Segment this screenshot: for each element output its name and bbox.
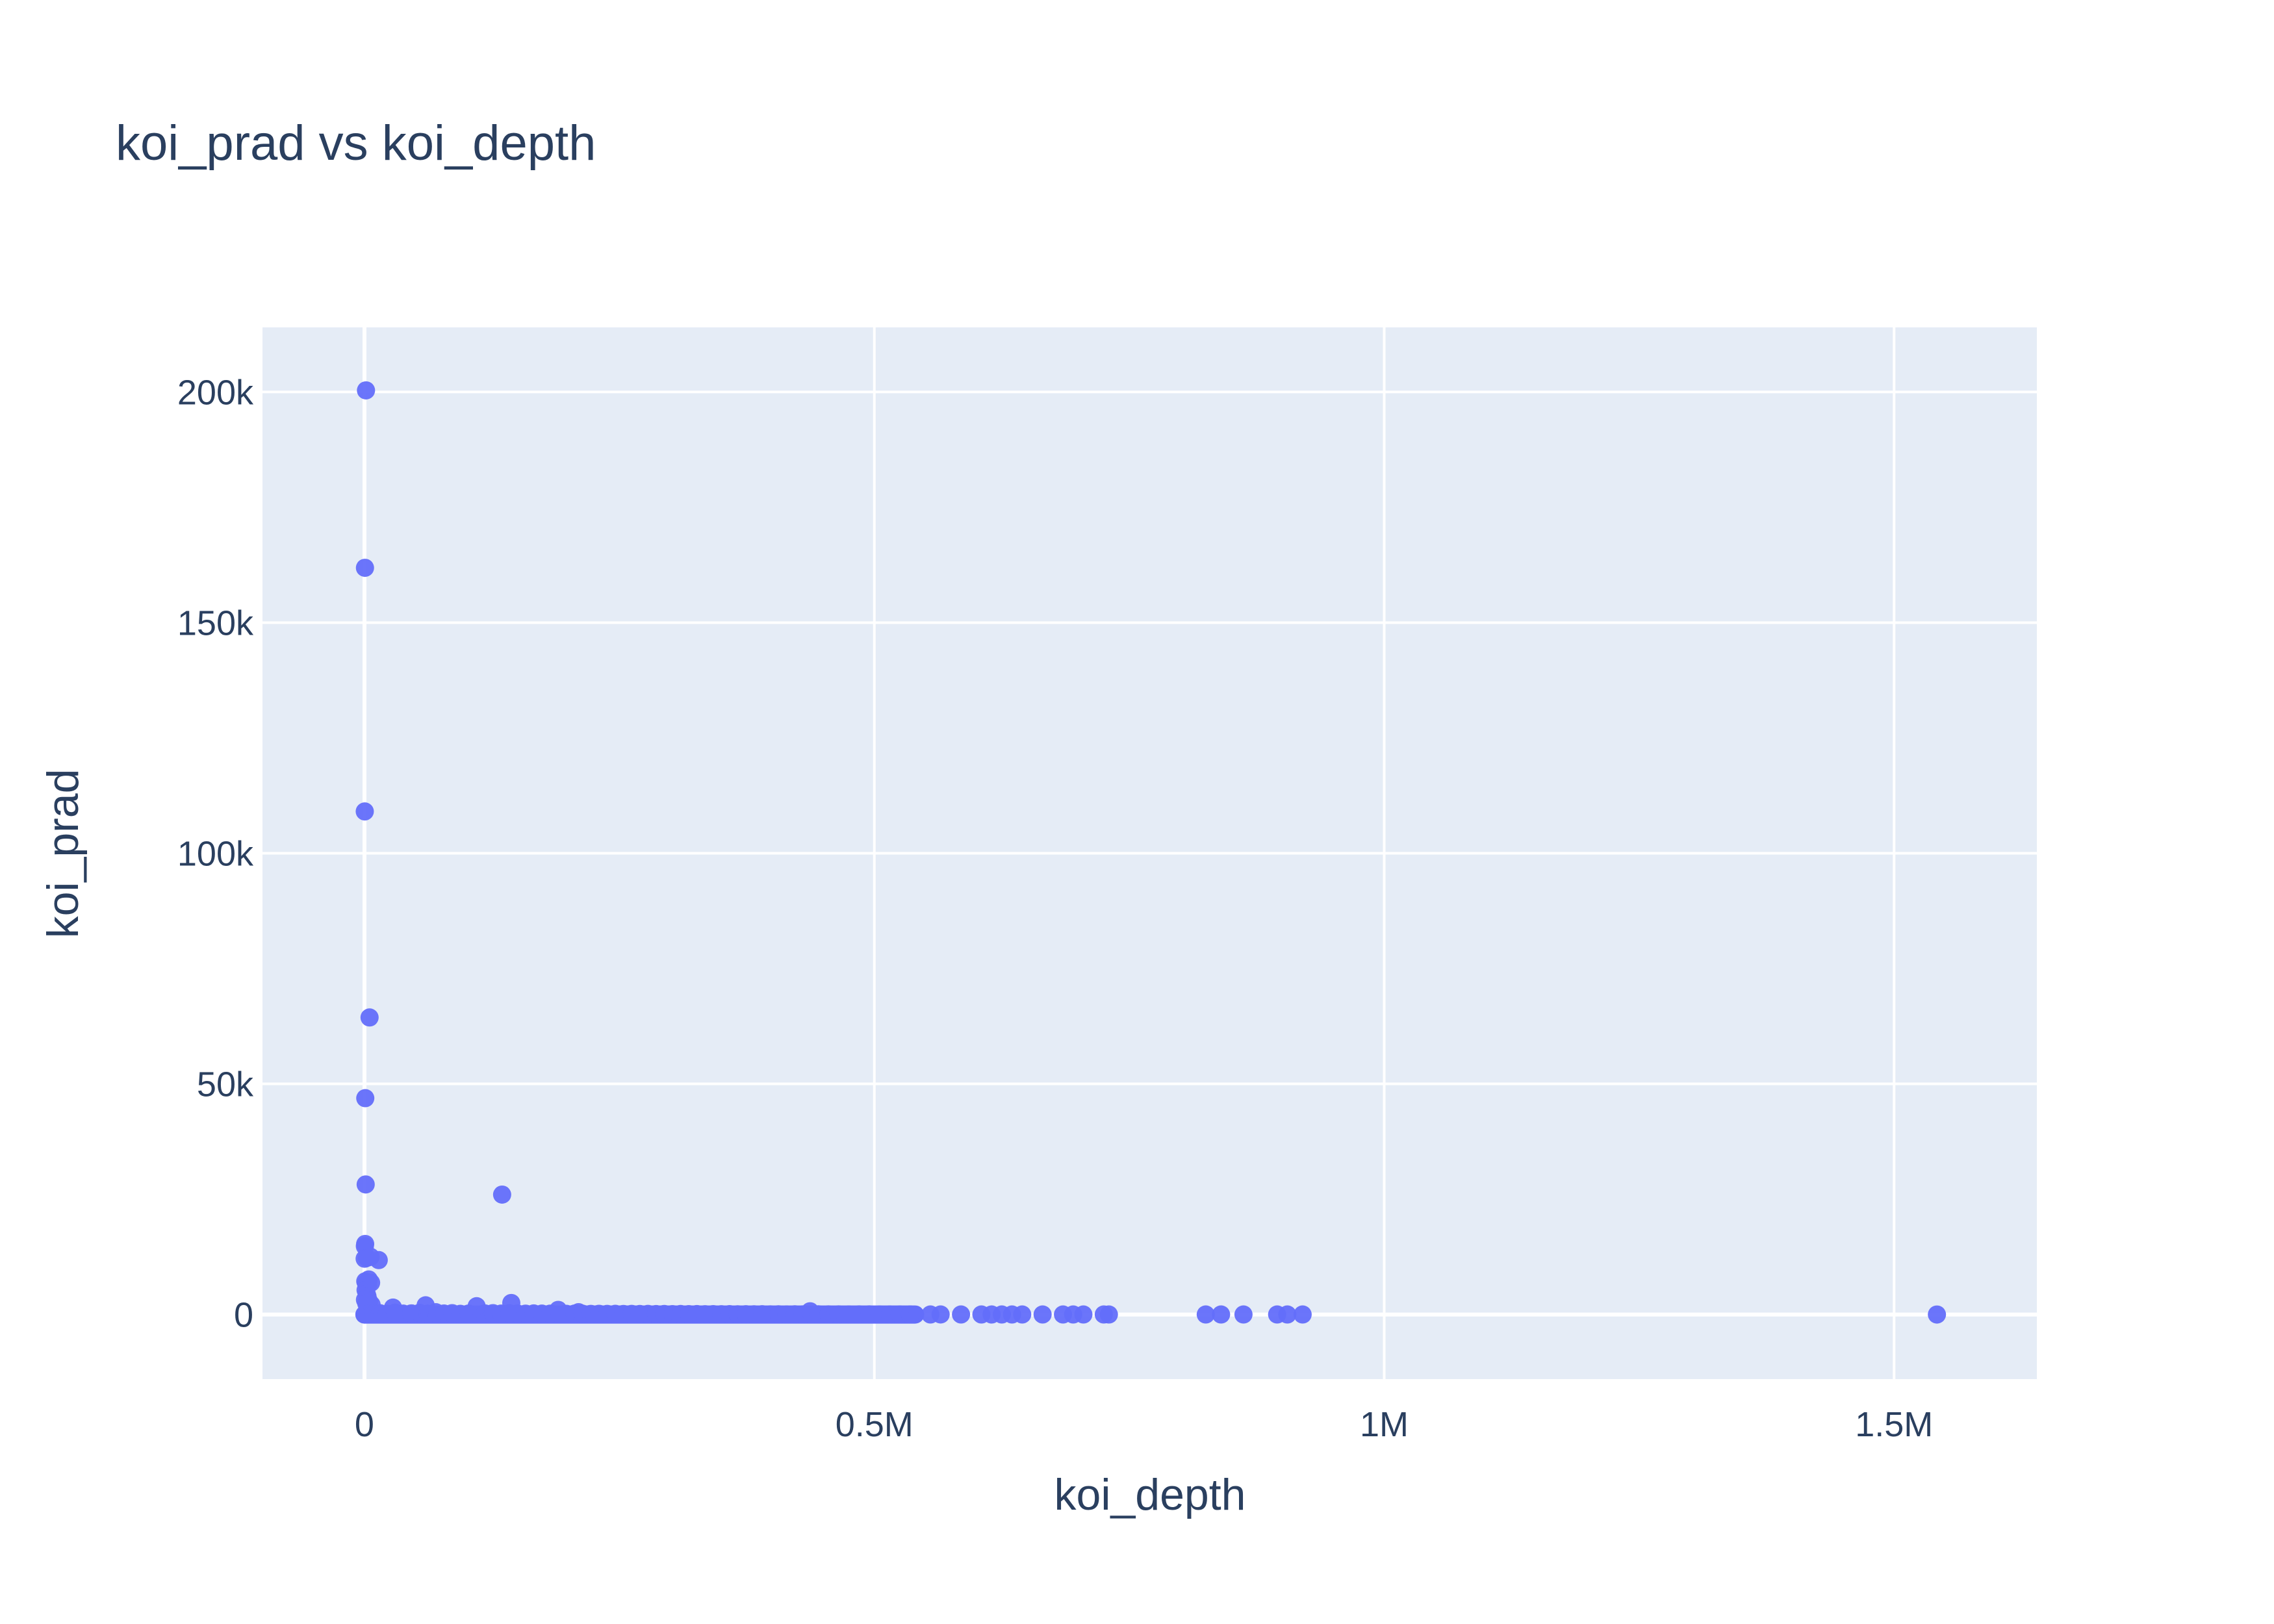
data-point[interactable]: [356, 1175, 375, 1194]
data-point[interactable]: [369, 1250, 388, 1269]
chart-title: koi_prad vs koi_depth: [116, 116, 596, 171]
data-point[interactable]: [1013, 1305, 1032, 1324]
data-point[interactable]: [901, 1305, 919, 1324]
data-points: [355, 381, 1947, 1324]
data-point[interactable]: [793, 1305, 812, 1324]
data-point[interactable]: [1099, 1305, 1118, 1324]
y-tick-label: 200k: [177, 373, 254, 412]
data-point[interactable]: [1293, 1305, 1312, 1324]
data-point[interactable]: [357, 381, 376, 400]
data-point[interactable]: [1234, 1305, 1253, 1324]
x-axis-title: koi_depth: [1054, 1470, 1246, 1519]
x-tick-label: 1.5M: [1855, 1405, 1933, 1444]
data-point[interactable]: [355, 559, 374, 577]
data-point[interactable]: [1074, 1305, 1093, 1324]
data-point[interactable]: [360, 1008, 379, 1027]
data-point[interactable]: [1928, 1305, 1947, 1324]
y-tick-label: 0: [234, 1296, 253, 1335]
data-point[interactable]: [952, 1305, 971, 1324]
y-tick-label: 100k: [177, 835, 254, 874]
data-point[interactable]: [459, 1304, 478, 1323]
x-tick-label: 0.5M: [836, 1405, 913, 1444]
data-point[interactable]: [1196, 1305, 1215, 1324]
data-point[interactable]: [1212, 1305, 1231, 1324]
data-point[interactable]: [356, 1089, 375, 1108]
y-tick-label: 150k: [177, 603, 254, 642]
y-tick-label: 50k: [197, 1065, 254, 1104]
data-point[interactable]: [355, 802, 374, 821]
data-point[interactable]: [541, 1304, 559, 1323]
x-tick-label: 0: [355, 1405, 374, 1444]
data-point[interactable]: [1278, 1305, 1297, 1324]
x-tick-label: 1M: [1360, 1405, 1409, 1444]
data-point[interactable]: [931, 1305, 950, 1324]
tick-labels: 0 0.5M 1M 1.5M 0 50k 100k 150k 200k: [177, 373, 1933, 1444]
data-point[interactable]: [492, 1185, 511, 1204]
data-point[interactable]: [1033, 1305, 1052, 1324]
y-axis-title: koi_prad: [38, 769, 88, 939]
